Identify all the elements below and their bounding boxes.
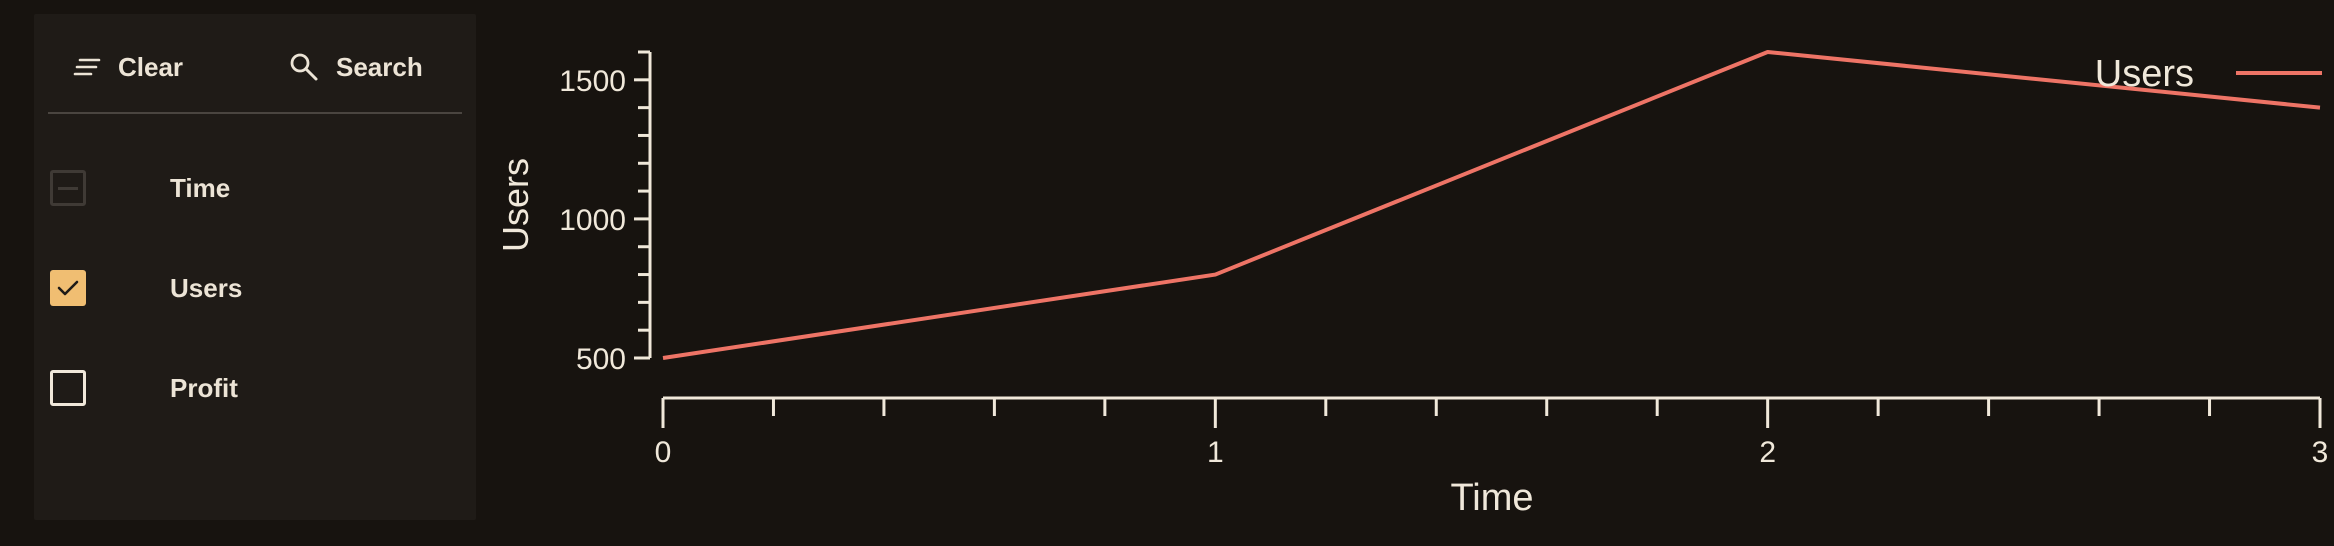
indeterminate-dash-icon bbox=[58, 186, 78, 190]
x-tick-label: 0 bbox=[655, 436, 672, 469]
checkmark-icon bbox=[57, 280, 79, 296]
magnifier-icon bbox=[288, 51, 320, 83]
x-tick-label: 2 bbox=[1759, 436, 1776, 469]
search-label: Search bbox=[336, 51, 423, 82]
x-tick-label: 1 bbox=[1207, 436, 1224, 469]
clear-button[interactable]: Clear bbox=[72, 38, 183, 96]
series-layer bbox=[662, 50, 2321, 360]
sort-lines-icon bbox=[72, 56, 102, 78]
y-tick-label: 1500 bbox=[559, 65, 626, 98]
column-panel: Clear Search Time Users Profit bbox=[34, 14, 476, 520]
users-checkbox[interactable] bbox=[50, 270, 86, 306]
y-tick-label: 500 bbox=[576, 343, 626, 376]
y-axis-label: Users bbox=[495, 158, 536, 252]
panel-divider bbox=[48, 112, 462, 114]
column-label-profit: Profit bbox=[170, 372, 238, 403]
y-tick-label: 1000 bbox=[559, 204, 626, 237]
x-axis: 0 1 2 3 bbox=[655, 396, 2329, 469]
search-button[interactable]: Search bbox=[288, 38, 423, 96]
legend-label-users: Users bbox=[2095, 53, 2194, 95]
clear-label: Clear bbox=[118, 51, 184, 82]
time-checkbox[interactable] bbox=[50, 170, 86, 206]
x-tick-label: 3 bbox=[2312, 436, 2329, 469]
chart-legend: Users bbox=[2095, 53, 2322, 95]
column-label-users: Users bbox=[170, 272, 243, 303]
column-label-time: Time bbox=[170, 172, 231, 203]
y-axis: 500 1000 1500 bbox=[559, 50, 652, 376]
column-row-time[interactable]: Time bbox=[34, 138, 476, 238]
profit-checkbox[interactable] bbox=[50, 370, 86, 406]
column-row-users[interactable]: Users bbox=[34, 238, 476, 338]
panel-toolbar: Clear Search bbox=[34, 14, 476, 112]
series-line-users bbox=[662, 50, 2321, 360]
column-row-profit[interactable]: Profit bbox=[34, 338, 476, 438]
x-axis-label: Time bbox=[1450, 477, 1533, 519]
